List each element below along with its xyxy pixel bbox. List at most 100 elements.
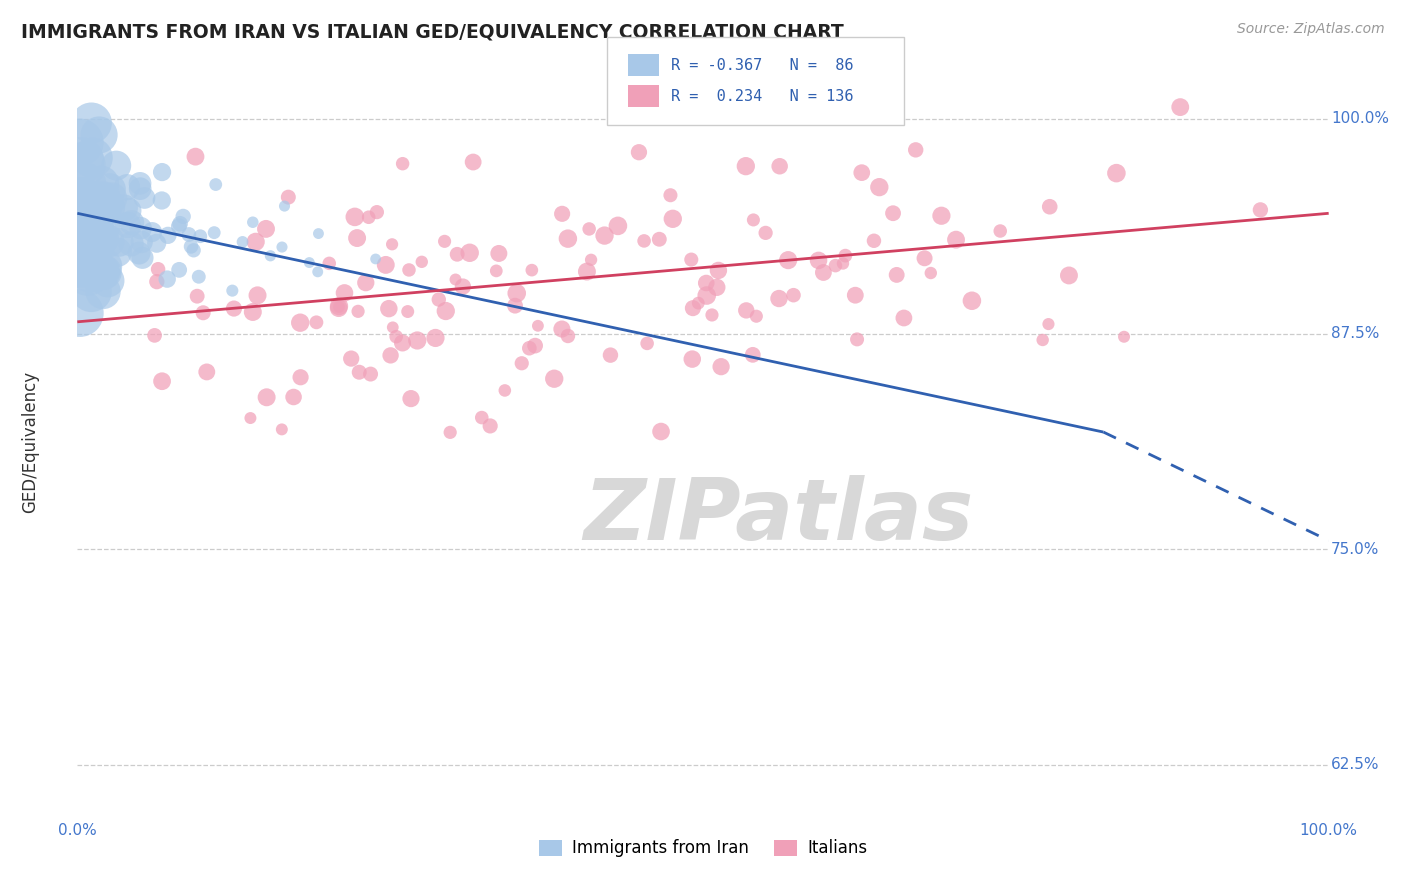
- Point: [520, 263, 543, 277]
- Point: [69, 306, 91, 320]
- Point: [446, 247, 468, 261]
- Point: [778, 253, 800, 268]
- Point: [543, 372, 565, 386]
- Point: [150, 194, 173, 208]
- Point: [813, 265, 835, 279]
- Point: [700, 308, 723, 322]
- Point: [83, 221, 105, 235]
- Point: [76, 268, 98, 282]
- Point: [688, 296, 710, 310]
- Point: [824, 259, 846, 273]
- Point: [427, 293, 450, 307]
- Point: [347, 365, 370, 379]
- Point: [648, 232, 671, 246]
- Point: [1168, 100, 1191, 114]
- Point: [80, 116, 103, 130]
- Point: [366, 205, 388, 219]
- Point: [73, 224, 96, 238]
- Point: [204, 178, 226, 192]
- Point: [755, 226, 778, 240]
- Point: [479, 419, 502, 434]
- Point: [82, 206, 104, 220]
- Point: [606, 219, 628, 233]
- Point: [742, 213, 765, 227]
- Point: [69, 236, 91, 251]
- Point: [893, 310, 915, 325]
- Point: [256, 390, 278, 404]
- Point: [681, 252, 703, 267]
- Point: [931, 209, 953, 223]
- Point: [290, 370, 312, 384]
- Point: [76, 227, 98, 242]
- Point: [510, 356, 533, 370]
- Text: 75.0%: 75.0%: [1331, 541, 1379, 557]
- Text: R = -0.367   N =  86: R = -0.367 N = 86: [671, 58, 853, 72]
- Point: [259, 249, 281, 263]
- Point: [134, 191, 156, 205]
- Point: [97, 274, 120, 288]
- Point: [318, 256, 340, 270]
- Point: [150, 374, 173, 388]
- Point: [527, 318, 550, 333]
- Point: [328, 299, 350, 313]
- Point: [633, 234, 655, 248]
- Point: [399, 392, 422, 406]
- Point: [557, 329, 579, 343]
- Point: [180, 239, 202, 253]
- Point: [357, 211, 380, 225]
- Point: [681, 352, 703, 367]
- Point: [1105, 166, 1128, 180]
- Point: [333, 285, 356, 300]
- Point: [627, 145, 650, 160]
- Point: [145, 236, 167, 251]
- Point: [97, 234, 120, 248]
- Point: [93, 265, 115, 279]
- Point: [254, 222, 277, 236]
- Point: [458, 245, 481, 260]
- Point: [988, 224, 1011, 238]
- Point: [91, 192, 114, 206]
- Point: [298, 255, 321, 269]
- Point: [202, 226, 225, 240]
- Point: [87, 201, 110, 215]
- Point: [146, 262, 169, 277]
- Point: [129, 221, 152, 235]
- Point: [75, 214, 97, 228]
- Point: [662, 211, 685, 226]
- Point: [129, 177, 152, 191]
- Point: [246, 288, 269, 302]
- Point: [128, 246, 150, 260]
- Point: [735, 303, 758, 318]
- Point: [239, 411, 262, 425]
- Point: [117, 218, 139, 232]
- Point: [659, 188, 682, 202]
- Point: [72, 248, 94, 262]
- Point: [378, 301, 401, 316]
- Text: 87.5%: 87.5%: [1331, 326, 1379, 342]
- Point: [914, 252, 936, 266]
- Point: [599, 348, 621, 362]
- Point: [503, 299, 526, 313]
- Point: [374, 258, 396, 272]
- Point: [696, 288, 718, 302]
- Point: [121, 216, 143, 230]
- Point: [89, 207, 111, 221]
- Point: [411, 255, 433, 269]
- Point: [391, 157, 413, 171]
- Point: [232, 235, 254, 249]
- Point: [167, 219, 190, 234]
- Point: [380, 348, 402, 362]
- Point: [451, 279, 474, 293]
- Point: [745, 310, 768, 324]
- Point: [882, 206, 904, 220]
- Point: [463, 155, 485, 169]
- Point: [105, 245, 128, 260]
- Text: Source: ZipAtlas.com: Source: ZipAtlas.com: [1237, 22, 1385, 37]
- Point: [87, 128, 110, 142]
- Point: [551, 322, 574, 336]
- Point: [846, 332, 869, 346]
- Point: [650, 425, 672, 439]
- Point: [91, 219, 114, 234]
- Point: [131, 235, 153, 249]
- Point: [270, 422, 292, 436]
